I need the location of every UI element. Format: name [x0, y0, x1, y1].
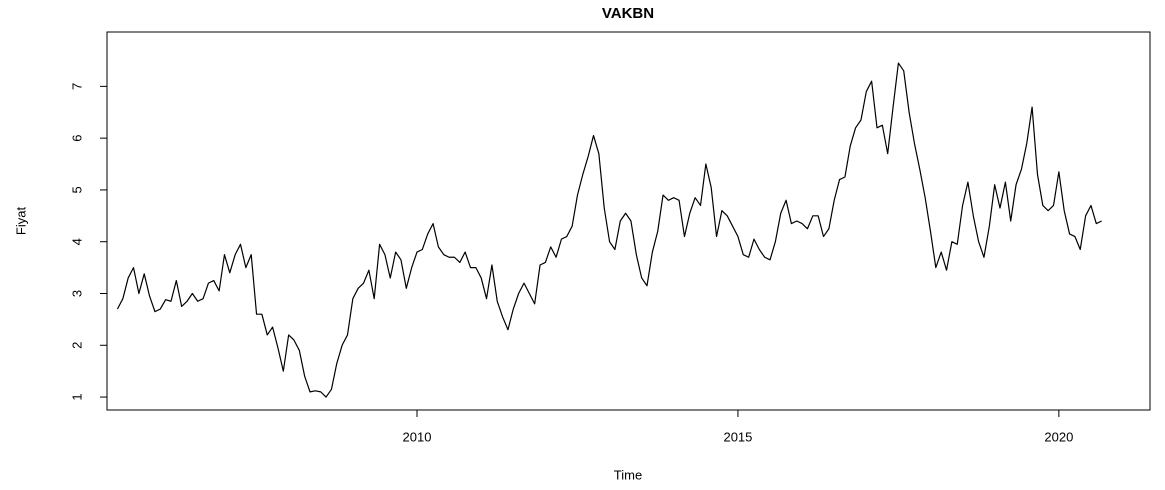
x-tick-label: 2020: [1044, 429, 1073, 444]
y-axis-label: Fiyat: [13, 207, 28, 236]
y-tick-label: 2: [69, 342, 84, 349]
price-line: [116, 62, 1102, 398]
y-tick-label: 5: [69, 186, 84, 193]
y-tick-label: 6: [69, 135, 84, 142]
chart-title: VAKBN: [602, 5, 654, 22]
y-tick-label: 4: [69, 238, 84, 245]
x-tick-label: 2015: [723, 429, 752, 444]
y-tick-label: 1: [69, 393, 84, 400]
x-axis-label: Time: [614, 467, 642, 482]
plot-frame: [106, 31, 1151, 411]
y-tick-label: 3: [69, 290, 84, 297]
y-tick-label: 7: [69, 83, 84, 90]
x-tick-label: 2010: [403, 429, 432, 444]
